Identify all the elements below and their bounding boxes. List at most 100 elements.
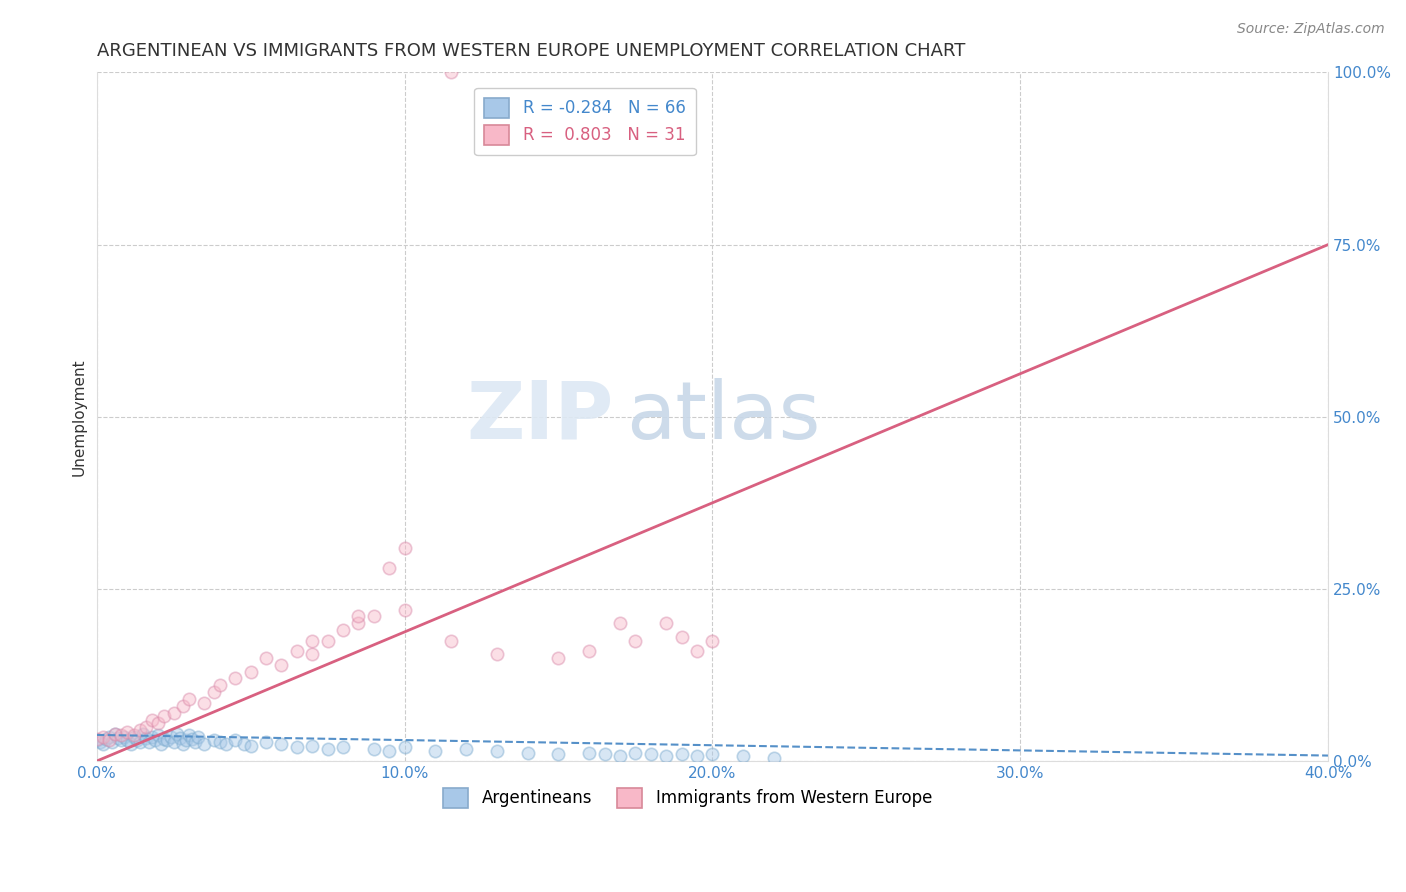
Point: [202, 685, 225, 699]
Point: [110, 728, 132, 742]
Point: [655, 748, 678, 763]
Point: [141, 713, 163, 727]
Point: [762, 750, 785, 764]
Point: [162, 706, 184, 720]
Point: [378, 744, 401, 758]
Point: [162, 735, 184, 749]
Point: [148, 728, 170, 742]
Point: [254, 650, 277, 665]
Point: [332, 740, 354, 755]
Point: [233, 737, 256, 751]
Point: [208, 735, 231, 749]
Point: [153, 709, 176, 723]
Point: [143, 733, 166, 747]
Point: [128, 723, 150, 737]
Point: [101, 735, 124, 749]
Point: [132, 726, 155, 740]
Point: [169, 731, 191, 746]
Point: [686, 748, 709, 763]
Point: [593, 747, 616, 762]
Point: [94, 732, 117, 747]
Point: [148, 716, 170, 731]
Point: [609, 748, 631, 763]
Point: [135, 731, 157, 746]
Point: [156, 733, 179, 747]
Point: [671, 630, 693, 644]
Point: [150, 737, 173, 751]
Point: [172, 737, 194, 751]
Point: [363, 741, 385, 756]
Point: [363, 609, 385, 624]
Point: [98, 733, 121, 747]
Point: [141, 730, 163, 744]
Point: [655, 616, 678, 631]
Point: [120, 737, 142, 751]
Point: [187, 730, 209, 744]
Point: [578, 644, 600, 658]
Point: [485, 648, 508, 662]
Point: [125, 733, 148, 747]
Point: [624, 746, 647, 760]
Point: [239, 739, 262, 753]
Y-axis label: Unemployment: Unemployment: [72, 358, 86, 475]
Point: [316, 633, 339, 648]
Point: [107, 731, 129, 746]
Point: [640, 747, 662, 762]
Point: [112, 730, 135, 744]
Point: [117, 725, 139, 739]
Point: [456, 741, 478, 756]
Text: Source: ZipAtlas.com: Source: ZipAtlas.com: [1237, 22, 1385, 37]
Point: [285, 740, 308, 755]
Legend: Argentineans, Immigrants from Western Europe: Argentineans, Immigrants from Western Eu…: [437, 781, 939, 814]
Point: [394, 740, 416, 755]
Point: [128, 735, 150, 749]
Point: [202, 733, 225, 747]
Point: [215, 737, 238, 751]
Point: [122, 730, 145, 744]
Point: [104, 726, 127, 740]
Point: [301, 648, 323, 662]
Point: [138, 735, 160, 749]
Point: [425, 744, 447, 758]
Point: [285, 644, 308, 658]
Point: [440, 65, 463, 79]
Point: [394, 602, 416, 616]
Point: [174, 733, 197, 747]
Point: [254, 735, 277, 749]
Point: [332, 624, 354, 638]
Point: [239, 665, 262, 679]
Point: [177, 692, 200, 706]
Point: [177, 728, 200, 742]
Point: [301, 739, 323, 753]
Point: [91, 737, 114, 751]
Point: [224, 733, 246, 747]
Point: [301, 633, 323, 648]
Point: [609, 616, 631, 631]
Point: [224, 672, 246, 686]
Point: [578, 746, 600, 760]
Point: [181, 732, 204, 747]
Point: [184, 735, 207, 749]
Point: [733, 748, 755, 763]
Point: [686, 644, 709, 658]
Point: [193, 696, 215, 710]
Point: [86, 732, 108, 747]
Point: [193, 737, 215, 751]
Point: [166, 726, 188, 740]
Point: [347, 616, 370, 631]
Point: [122, 728, 145, 742]
Point: [89, 735, 111, 749]
Point: [270, 657, 292, 672]
Point: [104, 726, 127, 740]
Point: [159, 730, 181, 744]
Point: [671, 747, 693, 762]
Point: [172, 698, 194, 713]
Point: [98, 730, 121, 744]
Text: ZIP: ZIP: [467, 377, 614, 456]
Point: [91, 730, 114, 744]
Point: [516, 746, 538, 760]
Text: atlas: atlas: [626, 377, 821, 456]
Point: [270, 737, 292, 751]
Point: [485, 744, 508, 758]
Point: [153, 732, 176, 747]
